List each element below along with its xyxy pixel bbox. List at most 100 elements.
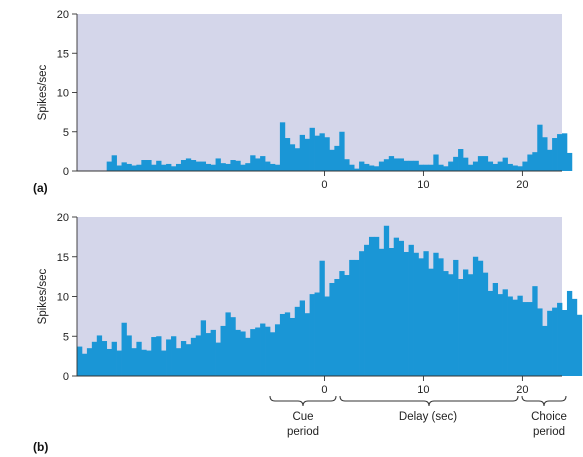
panel-a-bar (532, 152, 538, 171)
panel-b-bar (512, 299, 518, 376)
panel-a-bar (378, 161, 385, 171)
panel-b-bar (492, 282, 499, 376)
panel-a-bar (265, 161, 271, 171)
panel-b-chart: 0 5 10 15 20 0 10 20 Spikes/sec (b) (33, 212, 583, 454)
panel-a-bar (349, 164, 355, 171)
panel-a-bar (443, 166, 449, 171)
panel-b-bar (383, 225, 390, 376)
panel-a-bar (467, 164, 474, 171)
panel-b-bar (146, 350, 152, 376)
panel-a-bar (136, 164, 142, 171)
panel-b-bar (507, 296, 513, 376)
panel-a-bar (324, 137, 330, 171)
y-tick-label: 20 (57, 9, 69, 21)
panel-a-bar (215, 158, 221, 171)
panel-a-bar (260, 156, 266, 171)
y-tick-label: 10 (57, 88, 69, 100)
panel-b-bar (294, 306, 301, 376)
panel-b-bar (96, 335, 103, 376)
x-tick-label: 0 (321, 384, 327, 396)
panel-a-bar (294, 148, 301, 171)
panel-a-bar (166, 163, 172, 171)
panel-a-bar (512, 165, 518, 171)
panel-a-bar (156, 160, 162, 171)
panel-a-bar (359, 161, 365, 171)
panel-b-bars (77, 225, 583, 377)
panel-b-bar (373, 236, 380, 377)
panel-b-bar (274, 324, 281, 376)
y-tick-label: 5 (63, 127, 69, 139)
panel-a-bar (304, 138, 310, 171)
x-tick-label: 0 (321, 179, 327, 191)
panel-b-bar (502, 289, 508, 376)
panel-b-bar (497, 294, 503, 376)
panel-b-bar (487, 290, 494, 376)
panel-b-bar (413, 252, 419, 376)
panel-b-bar (403, 251, 409, 376)
panel-a-bar (309, 127, 315, 171)
panel-a-label: (a) (33, 181, 48, 195)
panel-a-bar (368, 165, 375, 171)
panel-b-bar (368, 236, 375, 377)
panel-a-bar (274, 164, 281, 171)
panel-a-bar (175, 163, 182, 171)
panel-a-bar (250, 155, 256, 171)
panel-a-bar (190, 160, 197, 171)
panel-b-bar (260, 323, 266, 376)
panel-a-bar (344, 159, 350, 171)
panel-b-bar (240, 331, 246, 376)
panel-a-bar (477, 156, 484, 171)
panel-b-bar (156, 336, 162, 376)
panel-a-bar (299, 134, 305, 171)
panel-a-bar (388, 156, 395, 171)
panel-a-bar (433, 154, 439, 171)
panel-a-bar (210, 164, 216, 171)
panel-b-bar (121, 322, 127, 376)
panel-b-bar (215, 342, 221, 376)
panel-b-bar (77, 346, 83, 376)
panel-a-bar (547, 149, 553, 171)
panel-b-bar (339, 271, 345, 376)
panel-a-bar (354, 168, 360, 171)
x-tick-label: 20 (516, 179, 528, 191)
panel-b-y-ticks: 0 5 10 15 20 (57, 212, 77, 383)
panel-a-bar (185, 158, 192, 171)
panel-a-bar (562, 133, 568, 171)
panel-b-bar (314, 292, 320, 376)
panel-a-bar (557, 134, 563, 171)
y-tick-label: 0 (63, 371, 69, 383)
panel-a-bar (289, 144, 296, 171)
panel-b-bar (576, 314, 583, 376)
panel-b-bar (329, 282, 335, 376)
panel-a-chart: 0 5 10 15 20 0 10 20 Spikes/sec (a) (33, 9, 573, 195)
panel-b-bar (408, 244, 414, 376)
panel-b-bar (111, 341, 117, 376)
panel-a-bar (413, 160, 419, 171)
choice-period-label-line2: period (533, 426, 565, 438)
panel-a-bar (487, 161, 494, 171)
panel-b-bar (472, 256, 479, 376)
panel-b-bar (433, 252, 439, 376)
panel-b-bar (398, 240, 404, 376)
panel-b-bar (349, 259, 355, 376)
panel-b-bar (393, 237, 400, 376)
panel-b-bar (151, 337, 157, 376)
panel-b-bar (265, 326, 271, 376)
panel-a-bar (398, 158, 404, 171)
panel-a-bar (497, 161, 503, 171)
panel-a-bar (364, 163, 370, 171)
panel-a-bar (171, 166, 177, 171)
panel-a-bar (200, 161, 207, 171)
panel-b-bar (532, 286, 538, 376)
cue-period-brace (269, 395, 337, 407)
panel-a-bar (418, 164, 424, 171)
panel-b-bar (378, 248, 385, 376)
x-tick-label: 20 (516, 384, 528, 396)
panel-a-bar (472, 161, 479, 171)
panel-a-bar (141, 160, 147, 171)
panel-b-bar (205, 333, 211, 376)
panel-a-x-ticks: 0 10 20 (321, 171, 529, 191)
panel-b-bar (428, 268, 434, 376)
panel-a-bar (314, 135, 320, 171)
panel-a-bar (423, 164, 429, 171)
